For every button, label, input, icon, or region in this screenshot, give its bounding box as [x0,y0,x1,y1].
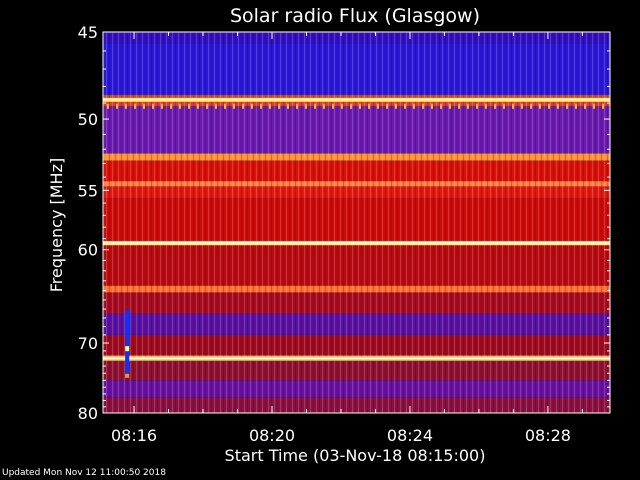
band-1 [103,43,610,95]
plot-area [102,31,611,414]
band-5 [103,160,610,182]
band-8 [103,198,610,241]
x-axis: 08:16 08:20 08:24 08:28 [111,32,583,445]
band-17 [103,380,610,398]
x-tick-label-3: 08:28 [525,426,571,445]
band-14 [103,334,610,356]
band-10 [103,245,610,286]
band-12 [103,292,610,314]
y-tick-label-2: 55 [78,181,98,200]
y-tick-label-1: 50 [78,110,98,129]
noise-texture [103,32,608,413]
y-tick-label-4: 70 [78,334,98,353]
x-tick-label-0: 08:16 [111,426,157,445]
band-16 [103,360,610,381]
y-tick-label-3: 60 [78,241,98,260]
update-timestamp: Updated Mon Nov 12 11:00:50 2018 [2,468,166,478]
band-11 [103,285,610,293]
band-6 [103,181,610,187]
band-4 [103,153,610,161]
band-0 [103,32,610,44]
radio-burst [125,309,130,377]
x-axis-label: Start Time (03-Nov-18 08:15:00) [225,446,486,465]
band-7 [103,186,610,199]
plot-frame [102,31,611,414]
radio-burst-peak [125,346,130,352]
radio-burst-end [125,373,130,378]
band-3 [103,106,610,154]
band-13 [103,313,610,335]
band-18 [103,397,610,413]
interference-ticks [107,103,604,109]
y-axis: 45 50 55 60 70 80 [78,23,610,423]
y-axis-label: Frequency [MHz] [47,158,66,292]
x-tick-label-1: 08:20 [249,426,295,445]
x-tick-label-2: 08:24 [387,426,433,445]
y-tick-label-0: 45 [78,23,98,42]
y-tick-label-5: 80 [78,404,98,423]
chart-title: Solar radio Flux (Glasgow) [230,5,480,27]
